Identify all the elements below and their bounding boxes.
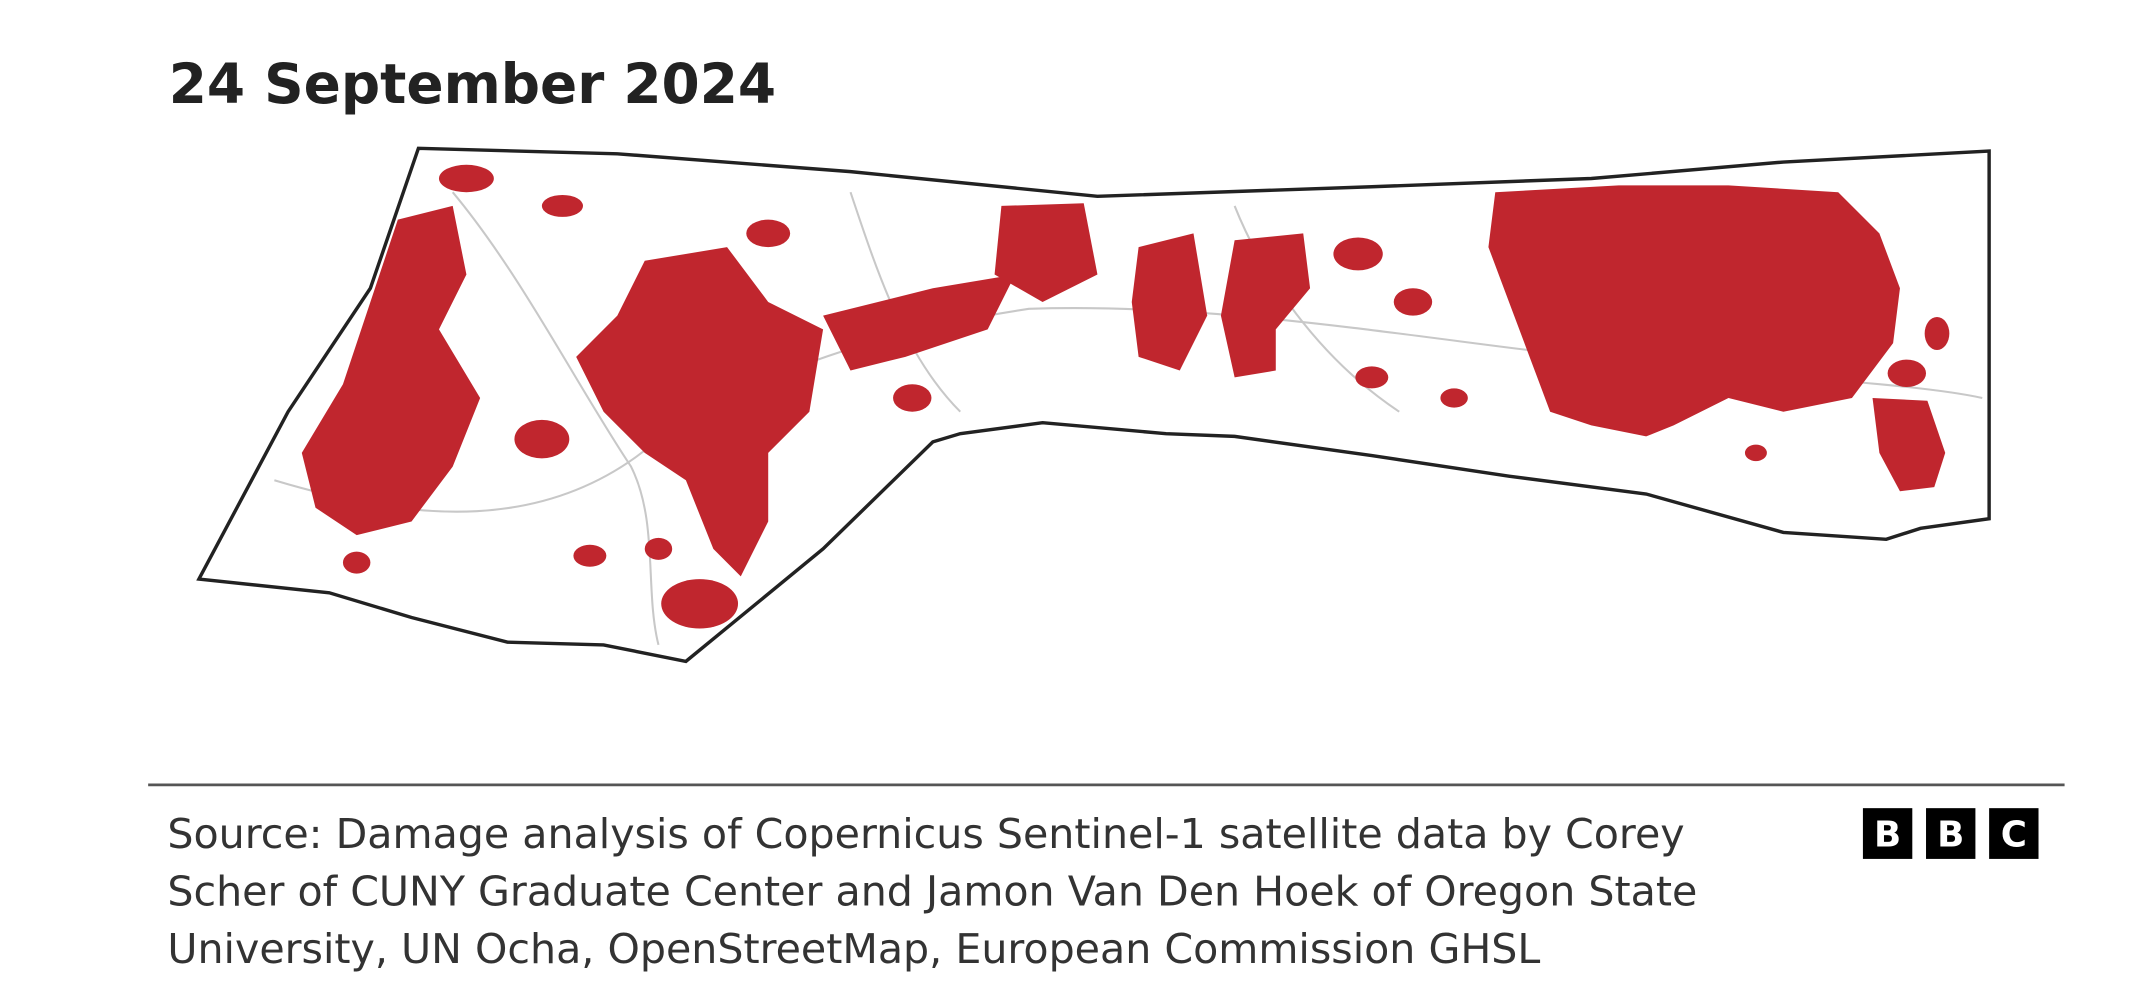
logo-letter: C xyxy=(2001,815,2027,856)
title: 24 September 2024 xyxy=(169,52,776,116)
source-line: Source: Damage analysis of Copernicus Se… xyxy=(167,810,1684,858)
logo-block xyxy=(1989,808,2039,859)
logo-block xyxy=(1862,808,1913,859)
map xyxy=(196,146,1991,664)
bbc-logo: B B C xyxy=(1862,808,2039,859)
logo-letter: B xyxy=(1874,815,1901,856)
source-line: Scher of CUNY Graduate Center and Jamon … xyxy=(167,868,1697,916)
damage xyxy=(301,164,1950,629)
logo-letter: B xyxy=(1937,815,1964,856)
logo-block xyxy=(1926,808,1976,859)
source-line: University, UN Ocha, OpenStreetMap, Euro… xyxy=(167,925,1540,973)
